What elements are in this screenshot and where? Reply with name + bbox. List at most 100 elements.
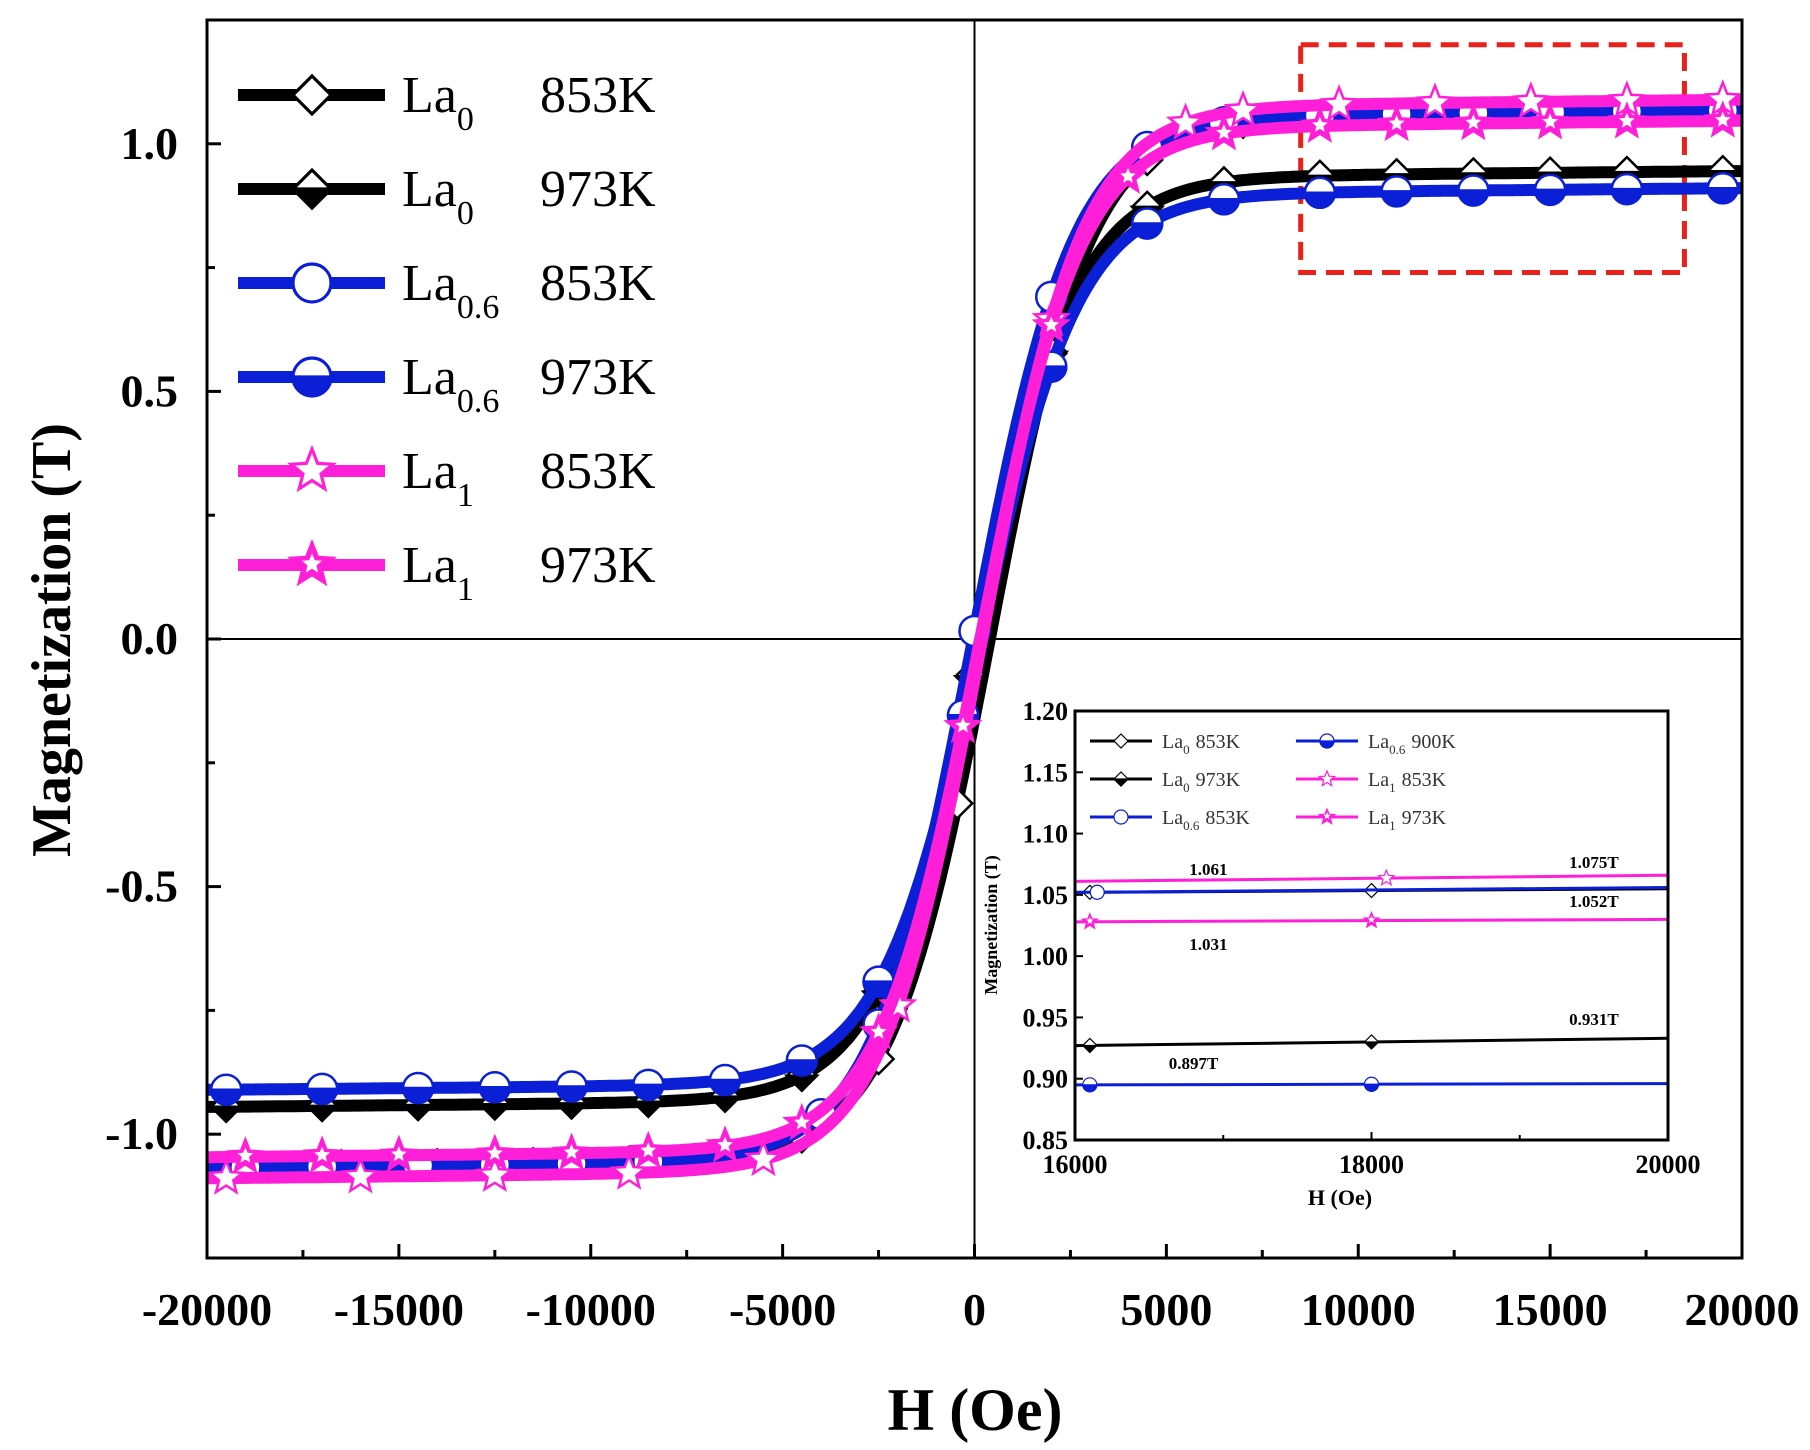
inset-legend-label-sub: 1 [1389,780,1396,795]
marker-shape [1113,733,1129,749]
marker-inner [487,1145,503,1160]
inset-legend-item: La1 973K [1296,807,1447,833]
marker-shape [1377,868,1396,887]
data-point [379,1134,419,1172]
inset-legend-label-temp: 853K [1205,807,1250,829]
inset-legend-item: La0 853K [1090,731,1241,757]
inset-x-tick-label: 20000 [1636,1150,1701,1179]
inset-y-tick-label: 1.10 [1023,820,1069,849]
inset-legend-label-base: La [1162,731,1183,753]
legend-label-temp: 853K [540,255,656,312]
inset-y-tick-label: 1.20 [1023,697,1069,726]
legend-swatch-marker [291,262,333,304]
data-point [1610,172,1644,206]
inset-y-tick-label: 0.95 [1023,1003,1069,1032]
inset-x-tick-label: 16000 [1043,1150,1108,1179]
marker-fill [1081,1044,1099,1054]
inset-y-axis-title: Magnetization (T) [981,855,1002,994]
data-point [302,1135,342,1173]
legend-label: La1 [402,443,474,514]
data-point [1303,176,1337,210]
marker-fill [291,375,333,398]
legend-label-sub: 1 [457,477,474,514]
marker-fill [401,1086,435,1105]
marker-inner [302,553,322,573]
x-axis-title: H (Oe) [888,1377,1063,1443]
marker-fill [400,1103,437,1122]
data-point [1530,102,1570,140]
inset-legend-label-temp: 973K [1196,769,1241,791]
legend-label: La0 [402,67,474,138]
data-point [305,1072,339,1106]
legend-label-base: La [402,67,457,124]
legend-label-base: La [402,537,457,594]
data-point [475,1133,515,1171]
inset-data-point [1082,1077,1098,1093]
data-point [478,1071,512,1104]
inset-legend-label: La1 973K [1368,807,1447,833]
series-line [204,114,1745,1164]
legend-swatch-marker [287,444,337,493]
inset-legend-label-sub: 0.6 [1389,742,1406,757]
x-tick-label: 0 [963,1284,986,1335]
inset-legend-swatch-marker [1113,733,1129,749]
data-point [1207,183,1241,216]
data-point [1108,156,1148,194]
marker-shape [1113,809,1129,825]
marker-fill [1706,187,1740,205]
legend-label: La0.6 [402,255,499,326]
data-point [1706,172,1740,205]
marker-shape [1089,884,1105,900]
inset-y-tick-label: 1.15 [1023,758,1069,787]
marker-inner [1367,915,1376,923]
marker-inner [1542,113,1558,129]
marker-fill [1533,188,1567,206]
inset-series-La0-6-853K [1074,884,1669,900]
data-point [401,1071,435,1105]
inset-series-La1-853K [1074,868,1669,887]
inset-y-tick-label: 1.00 [1023,942,1069,971]
marker-inner [1388,115,1405,131]
data-point [1380,175,1413,208]
legend-item: La0 853K [238,67,656,138]
legend-label-sub: 0 [457,195,474,232]
inset-legend-label-sub: 1 [1389,818,1396,833]
data-point [1376,103,1417,142]
marker-fill [708,1078,742,1097]
inset-series-line [1074,886,1669,894]
data-point [1130,207,1164,240]
data-point [1533,173,1567,207]
inset-legend-label-temp: 973K [1402,807,1447,829]
inset-legend-item: La0.6 853K [1090,807,1250,833]
inset-legend-label-sub: 0 [1183,780,1190,795]
legend-label-base: La [402,161,457,218]
inset-data-point [1363,1034,1380,1050]
series-La1-973K [204,100,1745,1174]
inset-legend-swatch-marker [1113,809,1129,825]
marker-shape [291,262,333,304]
data-point [858,1012,899,1050]
marker-inner [870,1023,887,1039]
data-point [1457,174,1490,207]
marker-shape [1415,82,1455,120]
x-tick-label: 5000 [1120,1284,1212,1335]
inset-legend-label: La1 853K [1368,769,1447,795]
data-point [632,1068,665,1102]
inset-annotation: 0.897T [1169,1054,1219,1073]
inset-y-tick-label: 1.05 [1023,881,1069,910]
y-tick-label: 0.0 [121,613,179,664]
inset-y-tick-label: 0.90 [1023,1065,1069,1094]
marker-shape [290,73,334,117]
inset-data-point [1089,884,1105,900]
marker-inner [563,1144,580,1159]
marker-shape [340,1156,381,1194]
marker-fill [1082,1084,1098,1093]
x-tick-label: -5000 [729,1284,836,1335]
marker-fill [553,1102,590,1121]
legend-item: La1 853K [238,443,656,514]
data-point [209,1073,243,1106]
marker-fill [476,1103,513,1122]
inset-legend-swatch-marker [1317,807,1337,825]
inset-background [1075,711,1668,1140]
inset-legend-swatch-marker [1319,733,1335,749]
